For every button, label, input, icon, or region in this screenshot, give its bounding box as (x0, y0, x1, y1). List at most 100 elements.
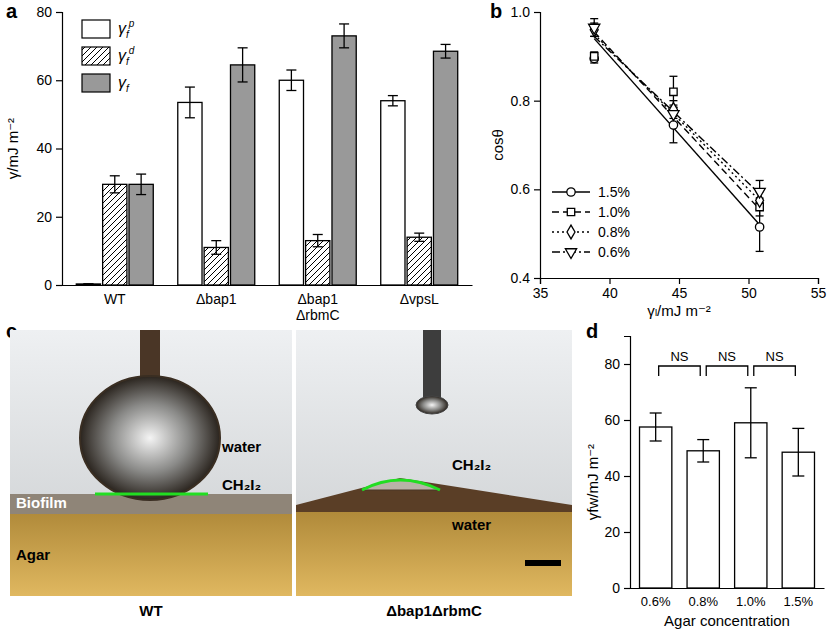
error-bar-part (317, 234, 318, 246)
tick-mark (540, 278, 541, 284)
tick-mark (56, 12, 62, 13)
error-bar-part (189, 87, 190, 118)
legend-label: 0.8% (598, 224, 630, 240)
tick-mark (624, 588, 630, 589)
photo-label: Agar (16, 546, 50, 563)
bar (279, 80, 303, 285)
tick-mark (748, 278, 749, 284)
tick-label: 60 (36, 72, 52, 88)
point (589, 24, 600, 34)
error-bar-part (697, 461, 709, 462)
axis-line (631, 588, 825, 589)
error-bar-part (756, 215, 764, 216)
tick-mark (534, 278, 540, 279)
agar (296, 512, 572, 596)
error-bar (414, 233, 424, 241)
legend-marker (567, 188, 575, 196)
point (591, 53, 598, 60)
droplet (362, 480, 440, 490)
tick: 40 (602, 278, 618, 301)
annotation: NS (766, 349, 784, 364)
tick-label-line: ΔrbmC (296, 307, 340, 323)
axis-line (56, 13, 63, 286)
error-bar-part (339, 23, 349, 24)
error-bar (286, 70, 296, 90)
photo-content (296, 330, 572, 566)
tick: 80 (36, 4, 62, 20)
error-bar (339, 24, 349, 48)
tick: 1.0 (511, 4, 540, 20)
error-bar-part (313, 234, 323, 235)
tick-label: Δbap1 (196, 291, 237, 307)
point (754, 188, 765, 198)
error-bar (792, 428, 804, 476)
tick-label: 40 (602, 285, 618, 301)
error-bar-part (392, 96, 393, 106)
error-bar-part (798, 428, 799, 476)
photo-content (10, 330, 292, 514)
tick: 0.8% (688, 594, 718, 609)
tick: 55 (811, 278, 827, 301)
error-bar-part (83, 283, 93, 284)
tick-label: 50 (741, 285, 757, 301)
tick-label: 0 (612, 580, 620, 596)
photo-background (10, 330, 292, 596)
tick-label: 0.6% (641, 594, 671, 609)
error-bar (590, 52, 598, 61)
tick: 0.4 (511, 270, 540, 286)
error-bar-part (388, 105, 398, 106)
tick-label-line: Δbap1 (297, 291, 338, 307)
axis: 35 40 45 50 55 (533, 278, 827, 301)
error-bar-part (792, 475, 804, 476)
error-bar (313, 234, 323, 246)
panel-label: a (6, 0, 18, 22)
legend: γfpγfdγf (82, 18, 135, 94)
bar (332, 36, 356, 285)
tick: WT (104, 291, 126, 307)
droplet (80, 376, 220, 500)
axis-title: γₗ/mJ m⁻² (647, 302, 711, 319)
error-bar-part (343, 24, 344, 48)
error-bar-part (697, 439, 709, 440)
tick-label: 20 (604, 524, 620, 540)
tick-label: 0 (44, 277, 52, 293)
tick: 0 (612, 580, 630, 596)
bracket (659, 366, 701, 376)
tick: 35 (533, 278, 549, 301)
tick-mark (534, 101, 540, 102)
bar (103, 184, 127, 285)
error-bar-part (414, 241, 424, 242)
tick-label: 55 (811, 285, 827, 301)
error-bar-part (414, 232, 424, 233)
legend-label: γfp (118, 18, 135, 40)
bar (640, 427, 672, 588)
tick-label: 45 (672, 285, 688, 301)
plot-area (76, 24, 457, 285)
error-bar-part (136, 173, 146, 174)
axis-line (541, 279, 819, 285)
photo (296, 330, 572, 596)
error-bar-part (110, 175, 120, 176)
tick-label: 1.0% (736, 594, 766, 609)
photo-caption: Δbap1ΔrbmC (386, 602, 482, 619)
annotation: NS (670, 349, 688, 364)
legend-label: γf (118, 74, 130, 94)
error-bar (697, 440, 709, 462)
tick-label: 0.8% (688, 594, 718, 609)
bar (381, 101, 405, 285)
axis: WTΔbap1Δbap1ΔrbmCΔvpsL (63, 286, 473, 324)
axis-line (63, 285, 473, 286)
error-bar-part (445, 44, 446, 58)
tick-label: ΔvpsL (400, 291, 439, 307)
photo-label: water (221, 438, 261, 455)
bar (687, 451, 719, 588)
bracket (754, 366, 796, 376)
tick-label: 80 (604, 356, 620, 372)
error-bar-part (590, 18, 598, 19)
agar (10, 512, 292, 596)
error-bar (388, 96, 398, 106)
scale-bar (525, 560, 561, 566)
error-bar-part (114, 176, 115, 193)
legend-label: 1.5% (598, 184, 630, 200)
error-bar-part (136, 194, 146, 195)
